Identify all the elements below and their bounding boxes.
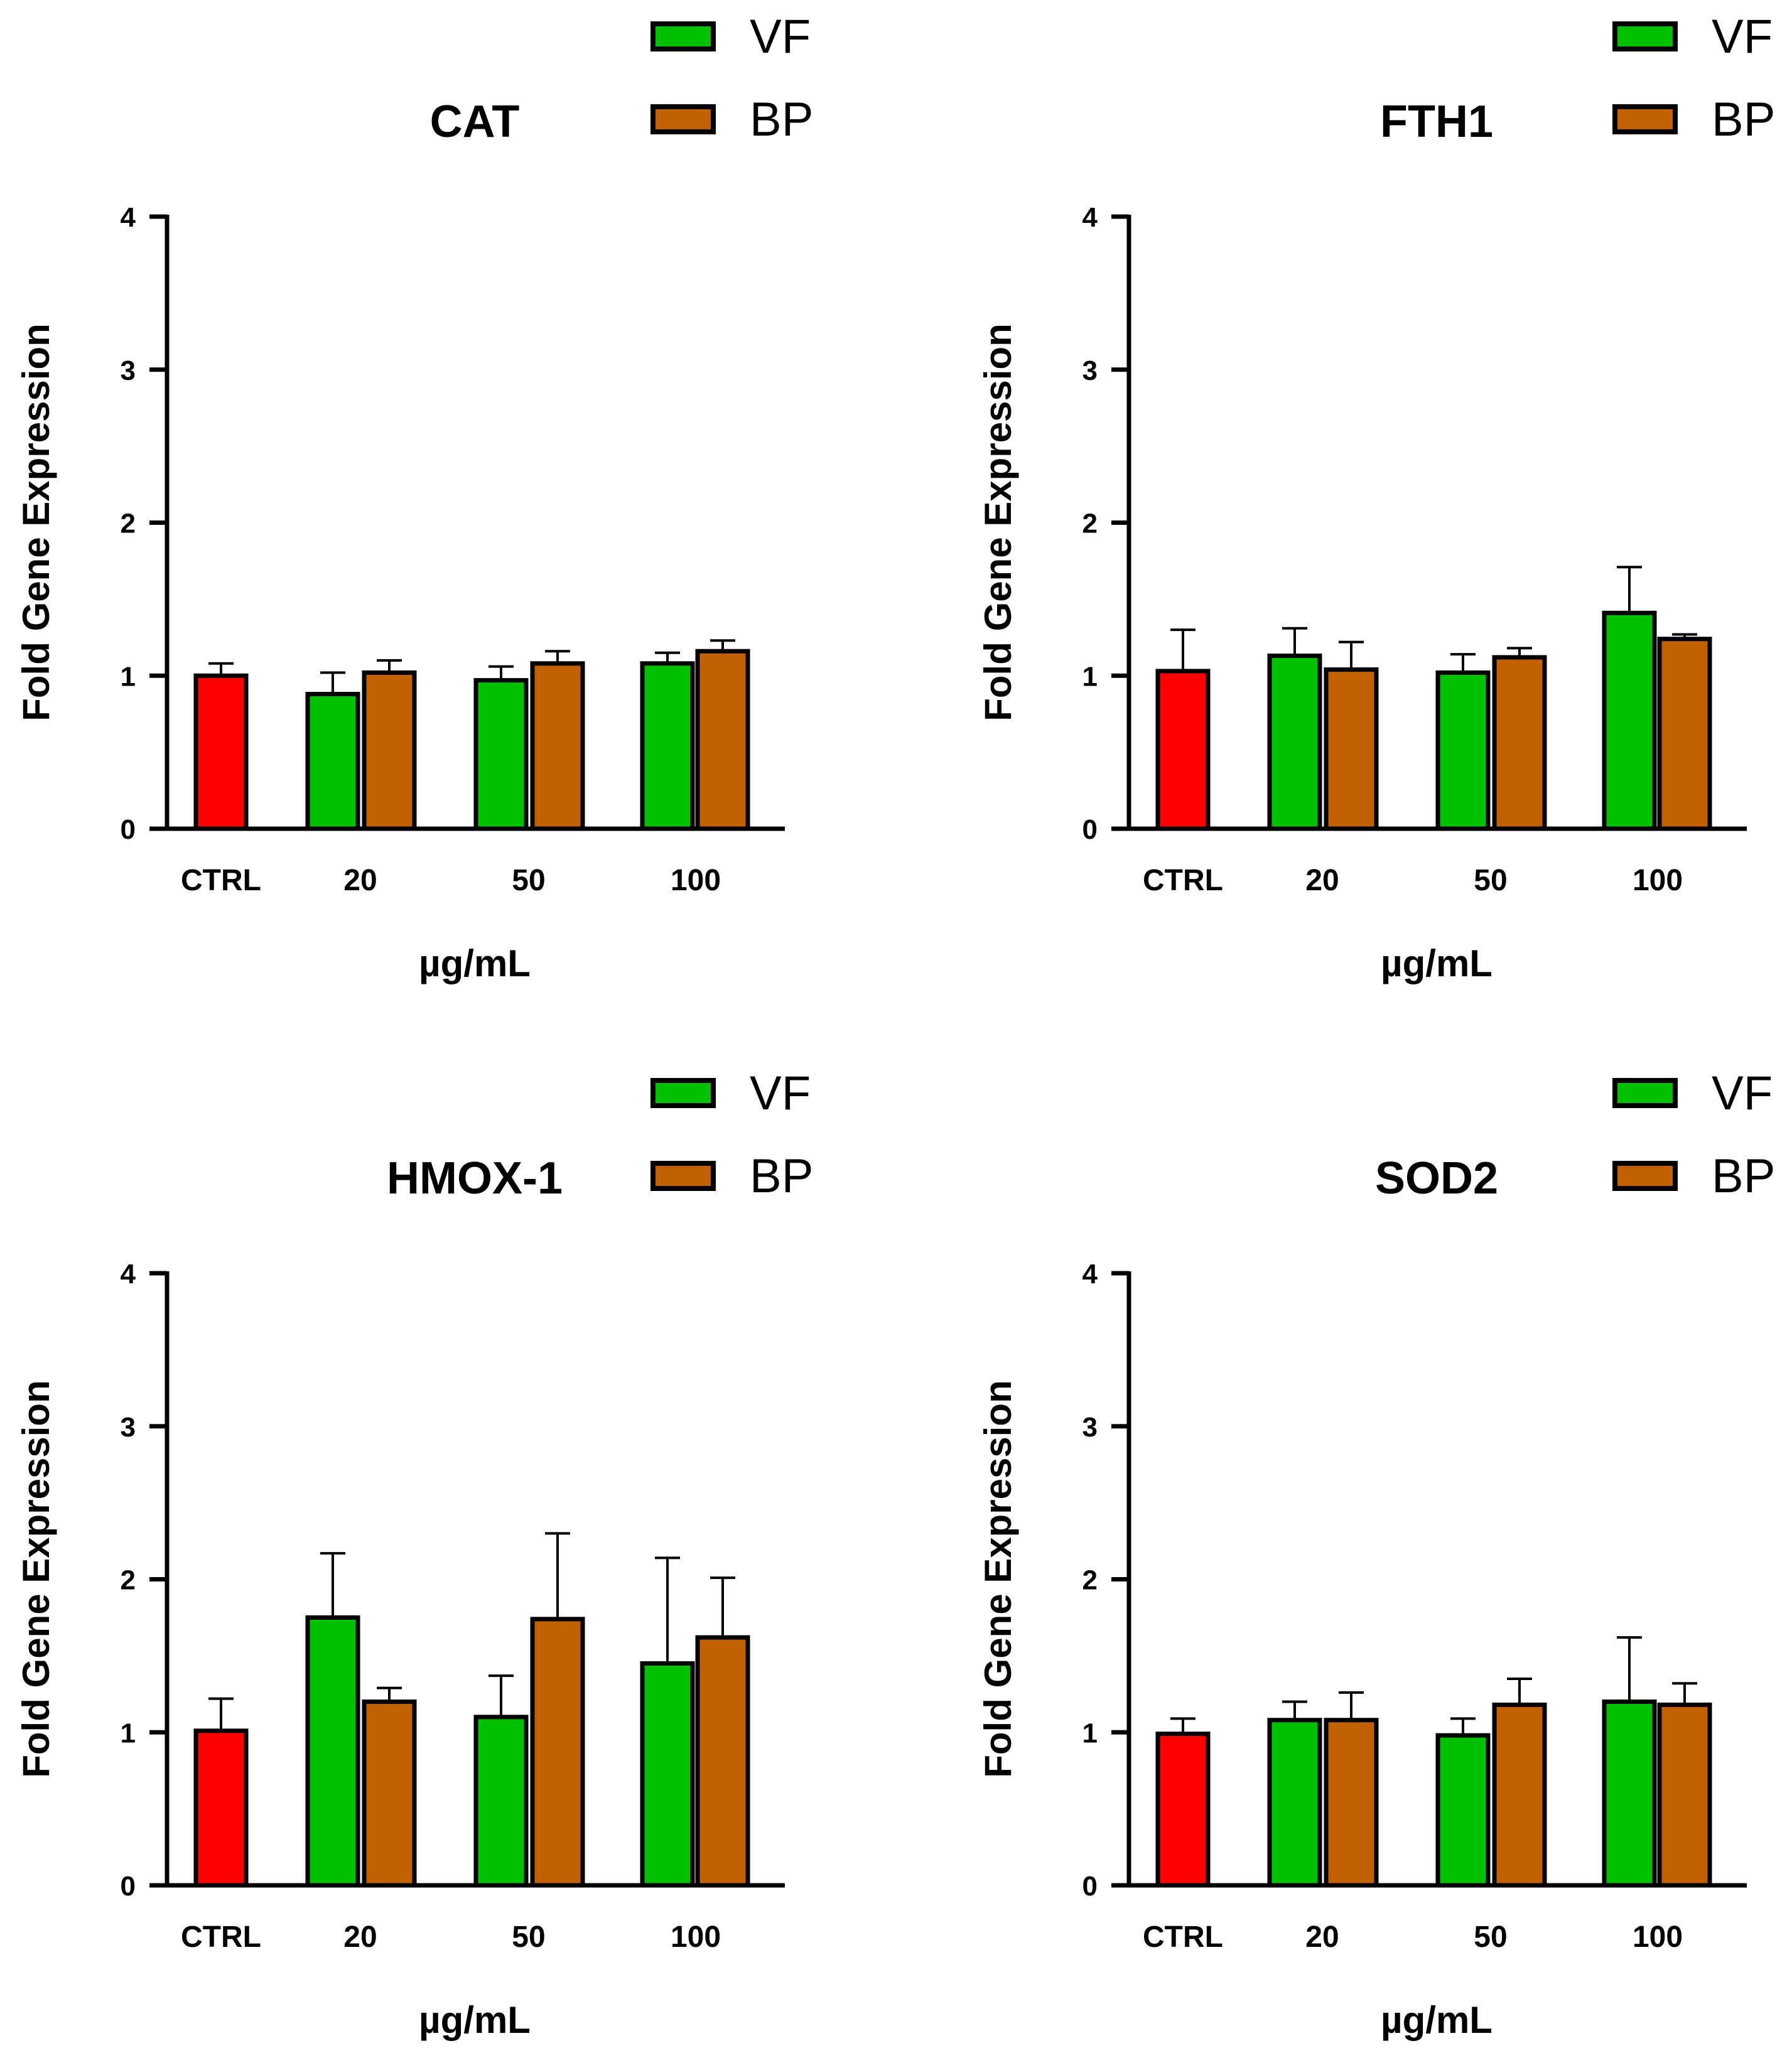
y-tick-label: 1 (121, 1718, 136, 1748)
y-tick-label: 3 (1082, 1412, 1098, 1443)
y-tick-label: 1 (1082, 1718, 1098, 1748)
bar-bp-50 (530, 1617, 585, 1888)
bar-bp-50 (1492, 1702, 1547, 1888)
x-tick-label-50: 50 (512, 864, 545, 897)
legend-label-vf: VF (750, 10, 811, 63)
x-axis-title: µg/mL (1381, 942, 1492, 984)
y-tick-label: 2 (121, 509, 136, 539)
bar-vf-100 (640, 1661, 695, 1888)
x-tick-label-ctrl: CTRL (1143, 1921, 1223, 1954)
legend-label-bp: BP (750, 1150, 813, 1203)
bar-vf-20 (1267, 654, 1322, 831)
legend-label-vf: VF (1712, 1067, 1773, 1120)
y-tick-label: 1 (1082, 661, 1098, 692)
y-tick-label: 0 (1082, 814, 1098, 845)
x-tick-label-100: 100 (1633, 864, 1683, 897)
legend-swatch-bp (650, 104, 716, 134)
x-tick-label-50: 50 (512, 1921, 545, 1954)
chart-panel-fth1: FTH1 VF BP 0 1 2 3 4 CTRL 20 50 100 µg/mL Fold Gene E… (977, 10, 1775, 984)
x-axis-title: µg/mL (419, 942, 531, 984)
y-tick-label: 2 (121, 1565, 136, 1596)
bar-bp-20 (1324, 1718, 1379, 1888)
x-axis-title: µg/mL (1381, 1999, 1492, 2041)
x-tick-label-50: 50 (1474, 864, 1507, 897)
bar-vf-100 (1602, 1700, 1657, 1888)
legend-swatch-vf (650, 1078, 716, 1108)
x-tick-label-ctrl: CTRL (1143, 864, 1223, 897)
bar-ctrl (193, 673, 249, 831)
y-axis-title: Fold Gene Expression (977, 1380, 1019, 1778)
y-tick-label: 4 (121, 202, 136, 233)
x-tick-label-50: 50 (1474, 1921, 1507, 1954)
bar-bp-100 (695, 649, 750, 831)
y-tick-label: 4 (1082, 1259, 1098, 1290)
y-tick-label: 3 (121, 355, 136, 386)
legend-label-bp: BP (1712, 1150, 1775, 1203)
legend-label-bp: BP (750, 93, 813, 146)
x-tick-label-20: 20 (1305, 864, 1339, 897)
y-axis-title: Fold Gene Expression (15, 1380, 57, 1778)
y-tick-label: 1 (121, 661, 136, 692)
bar-vf-50 (473, 1715, 529, 1888)
y-axis-title: Fold Gene Expression (15, 323, 57, 721)
x-tick-label-ctrl: CTRL (181, 864, 261, 897)
y-tick-label: 0 (121, 1871, 136, 1902)
legend-label-vf: VF (750, 1067, 811, 1120)
y-tick-label: 3 (1082, 355, 1098, 386)
bar-vf-20 (305, 1615, 360, 1888)
bar-vf-100 (1602, 610, 1657, 831)
y-tick-label: 4 (121, 1259, 136, 1290)
bar-vf-20 (1267, 1718, 1322, 1888)
chart-panel-cat: CAT VF BP 0 1 2 3 4 CTRL 20 50 100 µg/mL Fold Gene Ex… (15, 10, 813, 984)
x-tick-label-20: 20 (1305, 1921, 1339, 1954)
x-tick-label-100: 100 (671, 864, 721, 897)
legend-swatch-vf (1612, 1078, 1678, 1108)
bar-bp-100 (1657, 637, 1712, 831)
bar-bp-20 (362, 670, 417, 831)
legend-label-vf: VF (1712, 10, 1773, 63)
y-tick-label: 2 (1082, 509, 1098, 539)
chart-title: SOD2 (1375, 1153, 1498, 1204)
bar-ctrl (1155, 1732, 1211, 1888)
chart-title: FTH1 (1380, 97, 1493, 147)
x-tick-label-100: 100 (1633, 1921, 1683, 1954)
y-tick-label: 0 (121, 814, 136, 845)
chart-panel-sod2: SOD2 VF BP 0 1 2 3 4 CTRL 20 50 100 µg/mL Fold Gene E… (977, 1067, 1775, 2041)
y-tick-label: 3 (121, 1412, 136, 1443)
y-tick-label: 0 (1082, 1871, 1098, 1902)
bar-bp-100 (1657, 1702, 1712, 1888)
chart-panel-hmox-1: HMOX-1 VF BP 0 1 2 3 4 CTRL 20 50 100 µg/mL Fold Gene… (15, 1067, 813, 2041)
bar-ctrl (193, 1728, 249, 1888)
bar-vf-20 (305, 692, 360, 831)
bar-vf-50 (1435, 1733, 1491, 1888)
y-tick-label: 4 (1082, 202, 1098, 233)
bar-ctrl (1155, 669, 1211, 831)
chart-title: CAT (430, 97, 520, 147)
legend-swatch-bp (1612, 104, 1678, 134)
bar-vf-50 (473, 678, 529, 831)
legend-swatch-bp (1612, 1161, 1678, 1191)
x-tick-label-20: 20 (343, 864, 377, 897)
chart-title: HMOX-1 (387, 1153, 563, 1204)
legend-label-bp: BP (1712, 93, 1775, 146)
x-axis-title: µg/mL (419, 1999, 531, 2041)
bar-bp-20 (1324, 667, 1379, 831)
bar-bp-20 (362, 1700, 417, 1888)
legend-swatch-vf (1612, 21, 1678, 51)
x-tick-label-100: 100 (671, 1921, 721, 1954)
y-axis-title: Fold Gene Expression (977, 323, 1019, 721)
legend-swatch-vf (650, 21, 716, 51)
x-tick-label-ctrl: CTRL (181, 1921, 261, 1954)
y-tick-label: 2 (1082, 1565, 1098, 1596)
legend-swatch-bp (650, 1161, 716, 1191)
x-tick-label-20: 20 (343, 1921, 377, 1954)
bar-bp-100 (695, 1635, 750, 1888)
bar-bp-50 (530, 661, 585, 831)
bar-bp-50 (1492, 655, 1547, 831)
bar-vf-100 (640, 661, 695, 831)
bar-vf-50 (1435, 670, 1491, 831)
